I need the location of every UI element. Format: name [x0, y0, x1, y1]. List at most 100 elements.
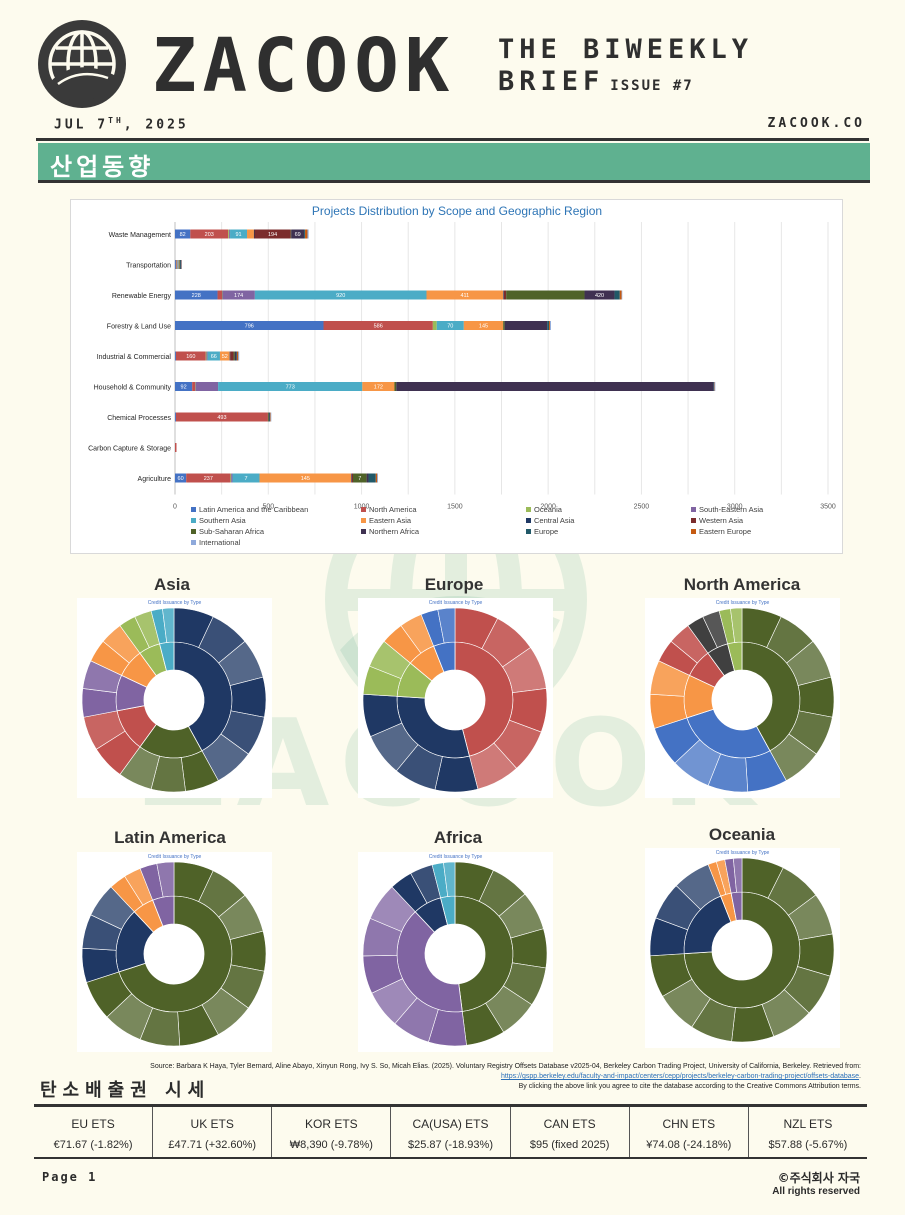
sunburst-subtitle-africa: Credit Issuance by Type: [428, 854, 483, 860]
sunburst-panel-north-america: Credit Issuance by Type: [645, 598, 840, 798]
bar-segment: [236, 351, 237, 361]
category-label: Industrial & Commercial: [97, 354, 172, 361]
section-title: 산업동향: [50, 153, 155, 181]
data-label: 194: [268, 232, 277, 238]
legend-swatch: [191, 540, 196, 545]
legend-label: Europe: [534, 527, 558, 536]
bar-segment: [267, 412, 269, 422]
sunburst-africa: [362, 861, 548, 1047]
masthead: ZACOOK THE BIWEEKLY BRIEF ISSUE #7: [36, 18, 876, 110]
globe-logo-icon: [38, 20, 126, 108]
ets-market-price: ¥74.08 (-24.18%): [646, 1139, 732, 1151]
bar-segment: [307, 229, 309, 239]
bar-segment: [436, 321, 464, 330]
bar-segment: [394, 382, 397, 391]
ets-cell: CA(USA) ETS $25.87 (-18.93%): [391, 1107, 511, 1157]
bar-segment: [368, 473, 376, 483]
bar-segment: [621, 290, 623, 300]
ets-market-name: NZL ETS: [783, 1117, 833, 1131]
bar-segment: [375, 473, 378, 483]
bar-segment: [270, 412, 272, 422]
bar-segment: [291, 229, 305, 239]
legend-label: Southern Asia: [199, 516, 247, 525]
sunburst-subtitle-latin-america: Credit Issuance by Type: [147, 854, 202, 860]
x-tick-label: 3000: [727, 504, 743, 511]
bar-segment: [714, 382, 716, 391]
bar-segment: [229, 229, 231, 239]
sunburst-europe: [362, 607, 548, 793]
bar-segment: [192, 382, 196, 391]
data-label: 174: [234, 293, 243, 299]
x-tick-label: 0: [173, 504, 177, 511]
bar-segment: [504, 321, 548, 330]
data-label: 145: [301, 476, 310, 482]
sunburst-oceania: [649, 857, 835, 1043]
bar-segment: [175, 260, 176, 269]
ets-market-price: $25.87 (-18.93%): [407, 1139, 493, 1151]
bar-segment: [218, 382, 363, 391]
data-label: 493: [217, 415, 226, 421]
sunburst-north-america: [649, 607, 835, 793]
bar-segment: [714, 382, 715, 391]
legend-swatch: [361, 518, 366, 523]
bar-segment: [176, 260, 178, 269]
sunburst-panel-latin-america: Credit Issuance by Type: [77, 852, 272, 1052]
legend-swatch: [191, 507, 196, 512]
bar-segment: [305, 229, 308, 239]
data-label: 586: [374, 324, 383, 330]
brief-title: THE BIWEEKLY BRIEF ISSUE #7: [498, 34, 753, 102]
legend-label: South-Eastern Asia: [699, 505, 764, 514]
legend-label: International: [199, 538, 241, 547]
ets-section-title: 탄소배출권 시세: [40, 1080, 211, 1101]
bar-segment: [175, 290, 218, 300]
sunburst-outer-slice: [443, 861, 456, 897]
source-line1: Source: Barbara K Haya, Tyler Bernard, A…: [150, 1063, 861, 1070]
bar-segment: [463, 321, 504, 330]
bar-segment: [323, 321, 433, 330]
bar-segment: [222, 290, 255, 300]
bar-segment: [181, 260, 182, 269]
sunburst-panel-europe: Credit Issuance by Type: [358, 598, 553, 798]
data-label: 796: [245, 324, 254, 330]
site-link[interactable]: ZACOOK.CO: [767, 116, 865, 131]
bar-segment: [254, 229, 291, 239]
sunburst-panel-oceania: Credit Issuance by Type: [645, 848, 840, 1048]
bar-segment: [219, 351, 230, 361]
bar-segment: [268, 412, 270, 422]
bar-segment: [503, 321, 505, 330]
legend-label: Oceania: [534, 505, 563, 514]
bar-segment: [186, 473, 231, 483]
bar-segment: [432, 321, 437, 330]
data-label: 7: [244, 476, 247, 482]
x-tick-label: 2500: [634, 504, 650, 511]
bar-segment: [362, 382, 395, 391]
ets-market-name: KOR ETS: [305, 1117, 358, 1131]
data-label: 91: [235, 232, 241, 238]
source-citation: Source: Barbara K Haya, Tyler Bernard, A…: [141, 1062, 861, 1092]
bar-segment: [230, 351, 234, 361]
issue-number: ISSUE #7: [610, 78, 694, 94]
source-link[interactable]: https://gspp.berkeley.edu/faculty-and-im…: [500, 1073, 860, 1080]
bar-segment: [713, 382, 715, 391]
bar-segment: [222, 290, 223, 300]
bar-segment: [247, 229, 254, 239]
bar-segment: [351, 473, 353, 483]
sunburst-center: [145, 925, 203, 983]
data-label: 203: [205, 232, 214, 238]
legend-swatch: [191, 529, 196, 534]
bar-segment: [231, 473, 233, 483]
ets-market-price: $95 (fixed 2025): [529, 1139, 610, 1151]
sunburst-subtitle-asia: Credit Issuance by Type: [147, 600, 202, 606]
bar-segment: [206, 351, 208, 361]
brief-line2-text: BRIEF: [498, 66, 605, 97]
legend-swatch: [526, 518, 531, 523]
section-header: 산업동향: [38, 143, 870, 183]
legend-label: Northern Africa: [369, 527, 420, 536]
sunburst-title-oceania: Oceania: [708, 825, 776, 844]
legend-swatch: [526, 529, 531, 534]
x-tick-label: 2000: [540, 504, 556, 511]
bar-segment: [269, 412, 271, 422]
ets-cell: CHN ETS ¥74.08 (-24.18%): [630, 1107, 749, 1157]
bar-segment: [207, 351, 220, 361]
legend-swatch: [691, 529, 696, 534]
